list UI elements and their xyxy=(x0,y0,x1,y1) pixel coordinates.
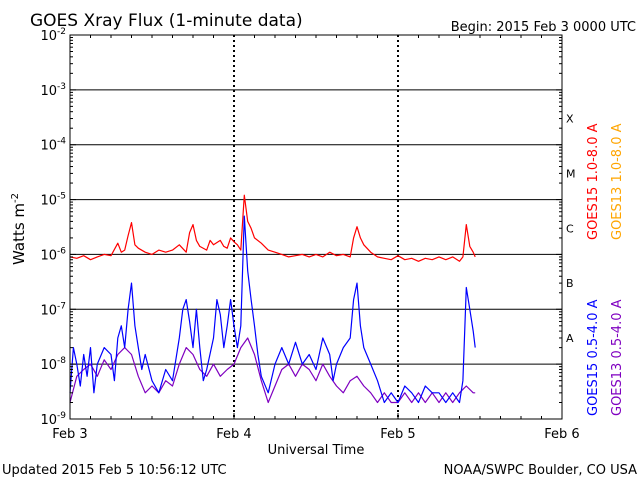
legend-entry: GOES15 0.5-4.0 A xyxy=(586,299,601,416)
legend-entry: GOES13 0.5-4.0 A xyxy=(610,299,625,416)
legend-entry: GOES13 1.0-8.0 A xyxy=(610,123,625,240)
x-tick-label: Feb 4 xyxy=(216,427,251,442)
legend-entry: GOES15 1.0-8.0 A xyxy=(586,123,601,240)
y-tick-label: 10-8 xyxy=(40,356,66,373)
flare-class-label: C xyxy=(566,222,574,235)
source-label: NOAA/SWPC Boulder, CO USA xyxy=(444,463,637,478)
series-line xyxy=(69,337,476,404)
y-tick-label-base: 10 xyxy=(40,84,57,99)
y-axis-label: Watts m-2 xyxy=(10,193,28,265)
series-line xyxy=(69,194,476,262)
flare-class-label: B xyxy=(566,277,574,290)
x-tick-label: Feb 3 xyxy=(52,427,87,442)
legend: GOES15 1.0-8.0 A GOES13 1.0-8.0 A GOES15 0… xyxy=(586,123,625,416)
y-tick-label-exponent: -5 xyxy=(57,192,66,202)
flare-class-labels: A B C M X xyxy=(566,113,576,345)
begin-label: Begin: 2015 Feb 3 0000 UTC xyxy=(451,20,636,35)
data-series xyxy=(69,194,476,404)
y-tick-label-base: 10 xyxy=(40,303,57,318)
y-tick-label-base: 10 xyxy=(40,248,57,263)
y-tick-label: 10-5 xyxy=(40,192,66,209)
flare-class-label: A xyxy=(566,332,574,345)
x-tick-label: Feb 6 xyxy=(544,427,579,442)
y-tick-label-base: 10 xyxy=(40,29,57,44)
y-axis-label-exponent: -2 xyxy=(10,193,21,203)
y-tick-label-exponent: -6 xyxy=(57,246,66,256)
y-tick-label-base: 10 xyxy=(40,413,57,428)
y-tick-label: 10-7 xyxy=(40,301,66,318)
y-tick-label-exponent: -9 xyxy=(57,411,66,421)
chart-title: GOES Xray Flux (1-minute data) xyxy=(30,11,303,31)
y-tick-label-base: 10 xyxy=(40,358,57,373)
flare-class-label: X xyxy=(566,113,574,126)
y-tick-label: 10-3 xyxy=(40,82,66,99)
y-tick-label: 10-6 xyxy=(40,246,66,263)
y-tick-label: 10-2 xyxy=(40,27,66,44)
y-tick-label-exponent: -2 xyxy=(57,27,66,37)
flare-class-label: M xyxy=(566,167,576,180)
y-tick-label: 10-4 xyxy=(40,137,66,154)
series-line xyxy=(69,215,476,404)
updated-timestamp: Updated 2015 Feb 5 10:56:12 UTC xyxy=(2,463,227,478)
y-tick-label-exponent: -8 xyxy=(57,356,66,366)
y-tick-label-base: 10 xyxy=(40,139,57,154)
y-tick-label-exponent: -7 xyxy=(57,301,66,311)
x-tick-label: Feb 5 xyxy=(380,427,415,442)
y-axis-label-main: Watts m xyxy=(10,203,28,265)
y-tick-label: 10-9 xyxy=(40,411,66,428)
y-tick-label-exponent: -4 xyxy=(57,137,66,147)
y-tick-label-exponent: -3 xyxy=(57,82,66,92)
y-tick-label-base: 10 xyxy=(40,194,57,209)
x-axis-label: Universal Time xyxy=(268,443,365,458)
